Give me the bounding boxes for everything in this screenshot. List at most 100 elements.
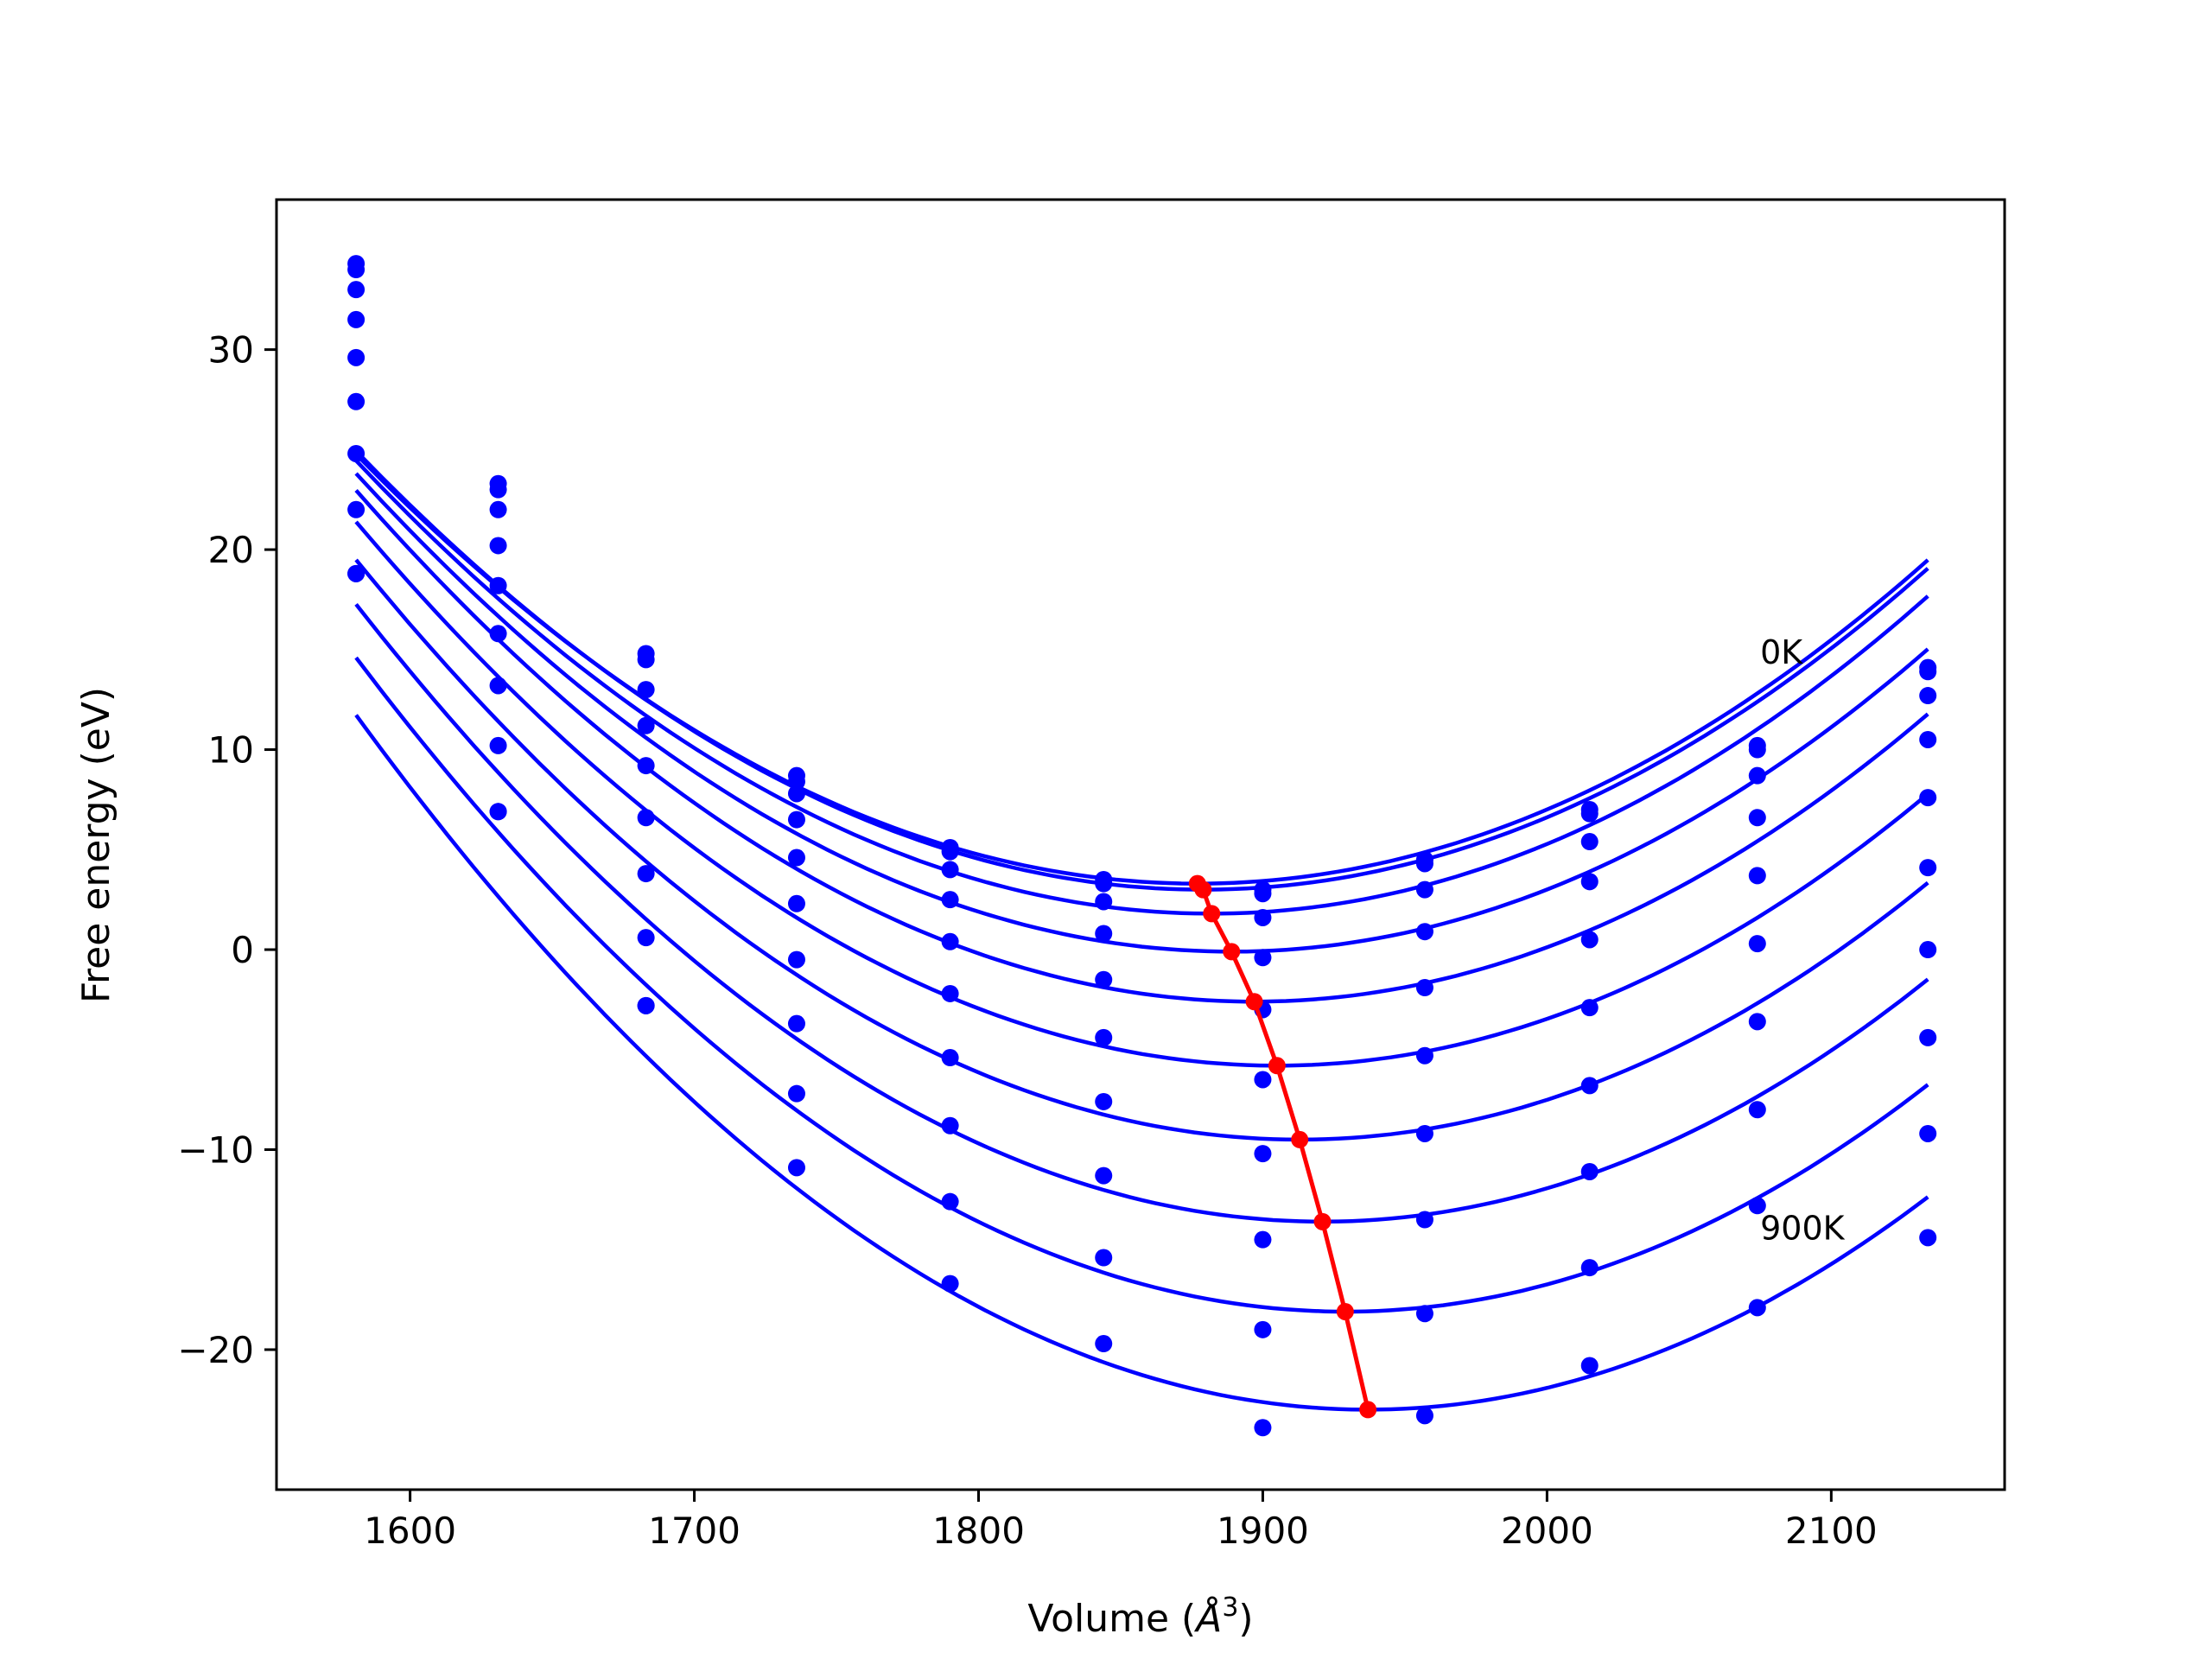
data-point-6-2: [637, 865, 655, 883]
data-point-4-9: [1748, 867, 1766, 885]
data-point-8-7: [1415, 1305, 1433, 1323]
data-point-5-8: [1580, 999, 1599, 1017]
data-point-1-9: [1748, 741, 1766, 759]
data-point-1-3: [787, 772, 805, 791]
data-point-9-3: [787, 1159, 805, 1177]
data-point-9-7: [1415, 1407, 1433, 1425]
data-point-3-0: [347, 310, 365, 328]
data-point-6-1: [489, 677, 507, 695]
data-point-9-9: [1748, 1299, 1766, 1317]
data-point-3-3: [787, 810, 805, 829]
fit-curve-1: [354, 449, 1929, 892]
data-point-4-5: [1095, 970, 1113, 988]
data-point-7-2: [637, 929, 655, 947]
x-tick-label-1800: 1800: [932, 1510, 1025, 1552]
y-axis-label: Free energy (eV): [74, 687, 118, 1003]
data-point-1-4: [941, 842, 959, 861]
data-point-5-2: [637, 809, 655, 827]
x-tick-label-1600: 1600: [364, 1510, 456, 1552]
data-point-4-4: [941, 932, 959, 950]
data-point-4-7: [1415, 979, 1433, 997]
fit-curve-6: [354, 558, 1929, 1142]
data-point-9-1: [489, 803, 507, 821]
data-point-7-4: [941, 1116, 959, 1135]
fit-curve-4: [354, 489, 1929, 1004]
data-point-7-3: [787, 1014, 805, 1033]
fit-curve-8: [354, 656, 1929, 1314]
data-point-4-0: [347, 348, 365, 366]
annotation-0k: 0K: [1760, 633, 1803, 671]
y-axis: −20 −10 0 10 20 30: [177, 329, 276, 1371]
data-point-9-4: [941, 1274, 959, 1293]
data-point-6-3: [787, 950, 805, 969]
data-point-1-0: [347, 261, 365, 279]
data-point-7-8: [1580, 1162, 1599, 1180]
minimum-point-4: [1245, 993, 1263, 1011]
data-point-5-7: [1415, 1046, 1433, 1065]
annotations: 0K 900K: [1760, 633, 1846, 1248]
data-point-9-5: [1095, 1335, 1113, 1353]
data-point-5-0: [347, 392, 365, 410]
y-tick-label-10: 10: [208, 729, 254, 772]
y-tick-label-30: 30: [208, 329, 254, 372]
data-point-4-3: [787, 849, 805, 867]
data-point-5-9: [1748, 935, 1766, 953]
data-point-7-10: [1919, 1028, 1937, 1046]
data-point-1-7: [1415, 855, 1433, 873]
minimum-point-6: [1291, 1130, 1309, 1148]
data-point-1-1: [489, 480, 507, 499]
data-point-5-5: [1095, 1028, 1113, 1046]
data-point-8-8: [1580, 1259, 1599, 1277]
minimum-point-5: [1268, 1057, 1286, 1075]
data-point-2-0: [347, 281, 365, 299]
minimum-point-3: [1223, 943, 1241, 961]
data-point-8-10: [1919, 1124, 1937, 1142]
data-point-6-4: [941, 1049, 959, 1067]
x-axis-label: Volume (Å3): [1027, 1592, 1253, 1641]
data-point-2-3: [787, 785, 805, 803]
data-point-6-9: [1748, 1013, 1766, 1031]
data-point-2-9: [1748, 766, 1766, 785]
data-point-2-6: [1254, 908, 1272, 926]
data-point-4-10: [1919, 789, 1937, 807]
minimum-point-2: [1203, 905, 1221, 923]
data-point-6-8: [1580, 1077, 1599, 1095]
data-point-5-4: [941, 984, 959, 1002]
y-tick-label-20: 20: [208, 529, 254, 571]
data-point-1-2: [637, 651, 655, 669]
data-point-4-1: [489, 576, 507, 594]
data-point-6-10: [1919, 941, 1937, 959]
data-point-7-5: [1095, 1166, 1113, 1185]
data-point-9-8: [1580, 1357, 1599, 1375]
annotation-900k: 900K: [1760, 1210, 1846, 1248]
data-point-8-6: [1254, 1320, 1272, 1338]
data-point-2-7: [1415, 880, 1433, 899]
minima-line: [1195, 881, 1370, 1410]
x-tick-label-2000: 2000: [1501, 1510, 1593, 1552]
data-point-2-8: [1580, 833, 1599, 851]
minimum-point-9: [1359, 1401, 1377, 1419]
data-point-1-5: [1095, 874, 1113, 893]
data-point-1-8: [1580, 804, 1599, 823]
data-point-5-3: [787, 894, 805, 912]
data-point-2-4: [941, 861, 959, 879]
data-point-9-0: [347, 564, 365, 582]
curves-layer: [354, 449, 1929, 1412]
data-point-6-6: [1254, 1145, 1272, 1163]
x-tick-label-2100: 2100: [1785, 1510, 1878, 1552]
data-point-3-9: [1748, 809, 1766, 827]
fit-curve-9: [354, 714, 1929, 1412]
plot-frame: [275, 198, 2006, 1491]
data-point-3-6: [1254, 949, 1272, 967]
x-tick-label-1700: 1700: [648, 1510, 741, 1552]
data-point-9-2: [637, 996, 655, 1014]
data-point-7-6: [1254, 1230, 1272, 1249]
data-point-2-1: [489, 500, 507, 518]
minimum-point-8: [1336, 1302, 1354, 1320]
fit-curve-7: [354, 603, 1929, 1224]
data-point-2-5: [1095, 893, 1113, 911]
data-point-6-0: [347, 444, 365, 462]
data-point-3-10: [1919, 730, 1937, 748]
